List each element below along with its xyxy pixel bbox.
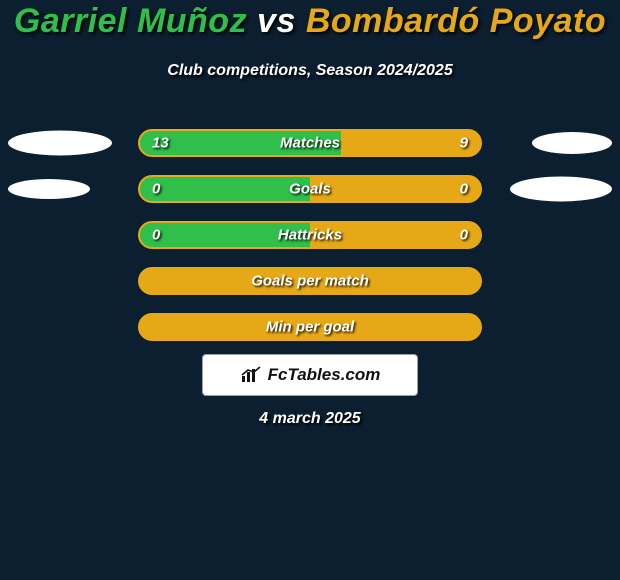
stat-bar: Min per goal	[138, 313, 482, 341]
stat-label: Min per goal	[140, 319, 480, 336]
brand-chart-icon	[240, 366, 262, 384]
stat-value-right: 0	[460, 227, 468, 244]
page-title: Garriel Muñoz vs Bombardó Poyato	[0, 2, 620, 41]
stat-row: 00Hattricks	[0, 212, 620, 258]
stat-bar-fill	[140, 131, 341, 155]
stat-row: Min per goal	[0, 304, 620, 350]
player-b-name: Bombardó Poyato	[306, 2, 606, 40]
vs-text: vs	[257, 2, 296, 40]
stat-bar: Goals per match	[138, 267, 482, 295]
stat-label: Goals per match	[140, 273, 480, 290]
stat-bar: 00Goals	[138, 175, 482, 203]
ellipse-left	[8, 131, 112, 156]
brand-box[interactable]: FcTables.com	[202, 354, 418, 396]
subtitle: Club competitions, Season 2024/2025	[0, 62, 620, 80]
date-text: 4 march 2025	[0, 410, 620, 428]
ellipse-right	[532, 132, 612, 154]
stat-row: 139Matches	[0, 120, 620, 166]
ellipse-left	[8, 179, 90, 199]
brand-text: FcTables.com	[268, 365, 381, 385]
stat-row: 00Goals	[0, 166, 620, 212]
stat-bar: 00Hattricks	[138, 221, 482, 249]
player-a-name: Garriel Muñoz	[14, 2, 247, 40]
stat-value-right: 9	[460, 135, 468, 152]
stat-bar-fill	[140, 223, 310, 247]
stat-row: Goals per match	[0, 258, 620, 304]
ellipse-right	[510, 177, 612, 202]
stat-value-right: 0	[460, 181, 468, 198]
stat-rows: 139Matches 00Goals 00Hattricks Goals per ma…	[0, 120, 620, 350]
comparison-stage: Garriel Muñoz vs Bombardó Poyato Club co…	[0, 0, 620, 580]
stat-bar-fill	[140, 177, 310, 201]
stat-bar: 139Matches	[138, 129, 482, 157]
